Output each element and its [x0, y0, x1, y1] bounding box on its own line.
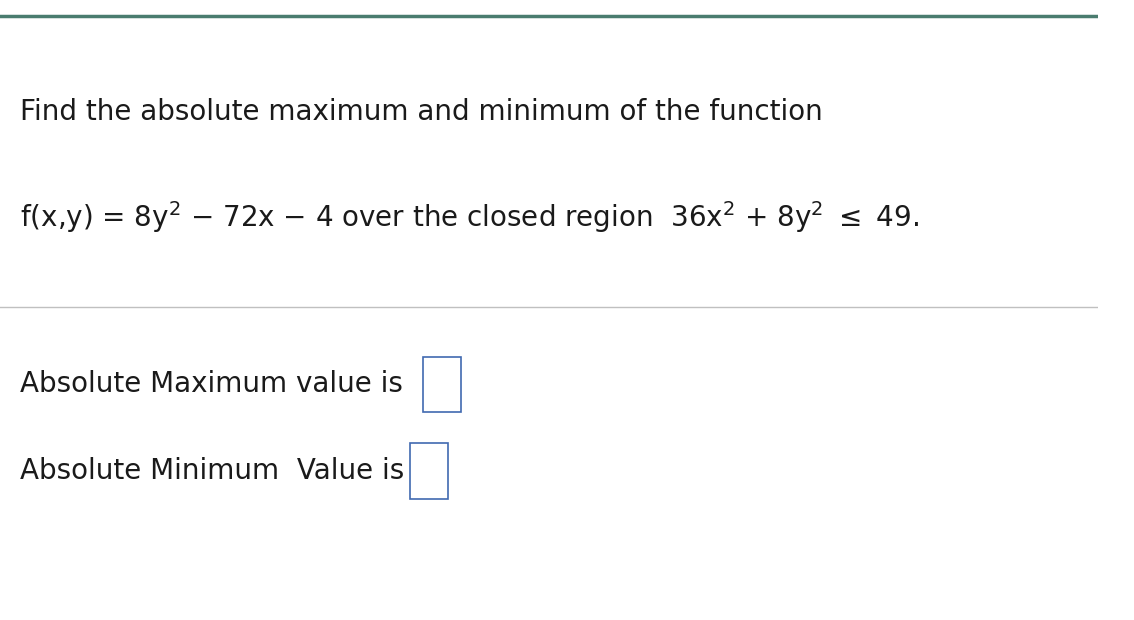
Text: f(x,y) = 8y$^2$ $-$ 72x $-$ 4 over the closed region  36x$^2$ + 8y$^2$ $\leq$ 49: f(x,y) = 8y$^2$ $-$ 72x $-$ 4 over the c… [19, 199, 919, 235]
FancyBboxPatch shape [423, 356, 462, 412]
FancyBboxPatch shape [409, 443, 448, 499]
Text: Absolute Minimum  Value is: Absolute Minimum Value is [19, 457, 404, 485]
Text: Absolute Maximum value is: Absolute Maximum value is [19, 370, 403, 399]
Text: Find the absolute maximum and minimum of the function: Find the absolute maximum and minimum of… [19, 97, 822, 126]
